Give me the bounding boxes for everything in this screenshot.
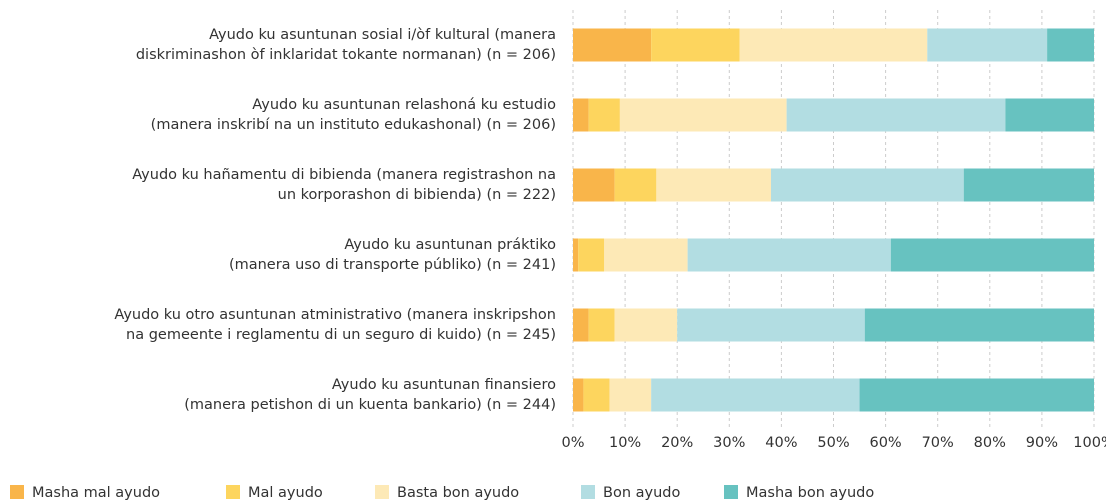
category-label: (manera inskribí na un instituto edukash… [151,117,556,133]
x-tick-label: 80% [974,435,1006,451]
bar-segment [786,98,1006,132]
category-label: na gemeente i reglamentu di un seguro di… [126,327,556,343]
category-label: diskriminashon òf inklaridat tokante nor… [136,47,556,63]
bar-segment [963,168,1094,202]
bar-segment [614,308,678,342]
bar-segment [677,308,865,342]
bar-segment [739,28,928,62]
x-tick-label: 90% [1026,435,1058,451]
x-tick-label: 30% [713,435,745,451]
bar-segment [687,238,891,272]
bar-segment [573,378,584,412]
bar-segment [573,238,579,272]
x-tick-label: 60% [869,435,901,451]
bar-segment [864,308,1094,342]
legend-swatch [375,485,389,499]
category-label: (manera petishon di un kuenta bankario) … [184,397,556,413]
bar-segment [890,238,1094,272]
x-tick-label: 100% [1073,435,1106,451]
legend-swatch [226,485,240,499]
bar-segment [573,98,589,132]
x-tick-label: 20% [661,435,693,451]
bar-segment [927,28,1048,62]
bar-segment [578,238,605,272]
bar-segment [573,28,652,62]
x-tick-label: 50% [817,435,849,451]
bar-segment [604,238,688,272]
x-tick-label: 0% [561,435,584,451]
x-tick-label: 40% [765,435,797,451]
bar-segment [651,378,860,412]
category-label: Ayudo ku asuntunan finansiero [332,377,556,393]
category-label: Ayudo ku otro asuntunan atministrativo (… [114,307,556,323]
bar-segment [1005,98,1094,132]
bar-segment [588,98,620,132]
bar-segment [583,378,610,412]
bar-segment [588,308,615,342]
legend-swatch [581,485,595,499]
bar-segment [609,378,652,412]
legend-label: Masha bon ayudo [746,485,874,501]
x-tick-label: 10% [609,435,641,451]
category-label: Ayudo ku asuntunan práktiko [344,237,556,253]
legend-label: Bon ayudo [603,485,680,501]
legend-swatch [10,485,24,499]
bar-segment [573,168,615,202]
bar-segment [656,168,771,202]
category-label: (manera uso di transporte públiko) (n = … [229,257,556,273]
bar-segment [614,168,657,202]
category-label: Ayudo ku asuntunan relashoná ku estudio [252,97,556,113]
x-tick-label: 70% [922,435,954,451]
bar-segment [1047,28,1094,62]
legend-label: Mal ayudo [248,485,323,501]
legend-label: Basta bon ayudo [397,485,519,501]
category-label: Ayudo ku hañamentu di bibienda (manera r… [132,167,556,183]
bar-segment [573,308,589,342]
legend-label: Masha mal ayudo [32,485,160,501]
bar-segment [651,28,740,62]
bar-segment [770,168,964,202]
bar-segment [619,98,787,132]
bar-segment [859,378,1094,412]
category-label: Ayudo ku asuntunan sosial i/òf kultural … [209,27,556,43]
category-label: un korporashon di bibienda) (n = 222) [278,187,556,203]
legend-swatch [724,485,738,499]
